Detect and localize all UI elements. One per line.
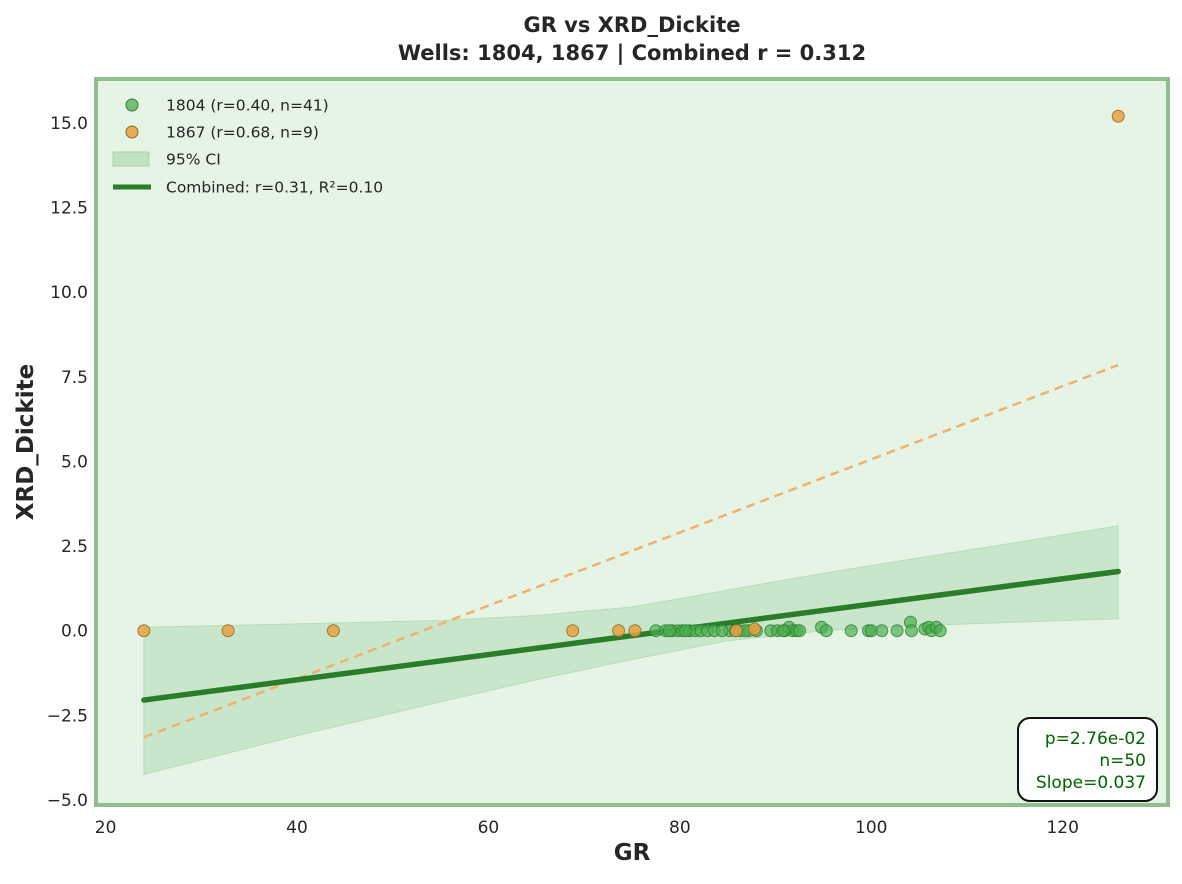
y-axis-label: XRD_Dickite	[13, 364, 39, 520]
point-1867	[1111, 109, 1125, 123]
y-tick-label: 10.0	[50, 283, 88, 303]
chart-title: GR vs XRD_Dickite	[523, 13, 740, 37]
point-1804	[844, 624, 858, 638]
x-axis-ticks: 20 40 60 80 100 120	[95, 818, 1079, 838]
plot-frame	[94, 77, 1170, 807]
legend: 1804 (r=0.40, n=41) 1867 (r=0.68, n=9) 95%…	[112, 97, 383, 197]
point-1867	[566, 624, 580, 638]
legend-label: Combined: r=0.31, R²=0.10	[166, 179, 383, 197]
x-tick-label: 60	[478, 818, 500, 838]
stats-box-frame	[1017, 717, 1158, 802]
point-1804	[890, 624, 904, 638]
x-axis-label: GR	[614, 840, 651, 866]
y-tick-label: 7.5	[61, 368, 88, 388]
point-1867	[628, 624, 642, 638]
confidence-band-layer	[143, 525, 1119, 776]
legend-marker-ci	[112, 151, 150, 167]
fit-line-1867	[143, 363, 1119, 739]
legend-label: 1867 (r=0.68, n=9)	[166, 124, 319, 142]
point-1867	[612, 624, 626, 638]
point-1867	[137, 624, 151, 638]
x-tick-label: 80	[669, 818, 691, 838]
y-tick-label: 15.0	[50, 114, 88, 134]
point-1804	[875, 624, 889, 638]
stats-line: Slope=0.037	[1036, 773, 1146, 793]
point-1804	[819, 624, 833, 638]
y-tick-label: 5.0	[61, 452, 88, 472]
chart-subtitle: Wells: 1804, 1867 | Combined r = 0.312	[398, 41, 866, 66]
point-1867	[729, 624, 743, 638]
y-tick-label: −5.0	[47, 791, 88, 811]
point-1804	[776, 624, 790, 638]
x-tick-label: 100	[855, 818, 887, 838]
point-1804	[715, 624, 729, 638]
y-tick-label: 0.0	[61, 622, 88, 642]
point-1867	[748, 622, 761, 636]
point-1867	[221, 624, 235, 638]
x-tick-label: 40	[286, 818, 308, 838]
data-points-layer	[137, 109, 1125, 638]
y-axis-ticks: −5.0 −2.5 0.0 2.5 5.0 7.5 10.0 12.5 15.0	[47, 114, 88, 811]
x-tick-label: 120	[1046, 818, 1078, 838]
legend-marker-1867	[125, 125, 139, 139]
point-1804	[933, 624, 947, 638]
legend-label: 1804 (r=0.40, n=41)	[166, 97, 329, 115]
ci-band	[143, 525, 1119, 776]
point-1804	[793, 624, 806, 638]
y-tick-label: 12.5	[50, 199, 88, 219]
y-tick-label: −2.5	[47, 706, 88, 726]
point-1867	[326, 624, 340, 638]
x-tick-label: 20	[95, 818, 117, 838]
point-1804	[905, 624, 918, 638]
point-1804	[662, 624, 676, 638]
legend-label: 95% CI	[166, 151, 221, 169]
stats-line: n=50	[1099, 751, 1146, 771]
legend-marker-1804	[125, 98, 139, 112]
y-tick-label: 2.5	[61, 537, 88, 557]
stats-line: p=2.76e-02	[1045, 729, 1146, 749]
point-1804	[679, 624, 693, 638]
